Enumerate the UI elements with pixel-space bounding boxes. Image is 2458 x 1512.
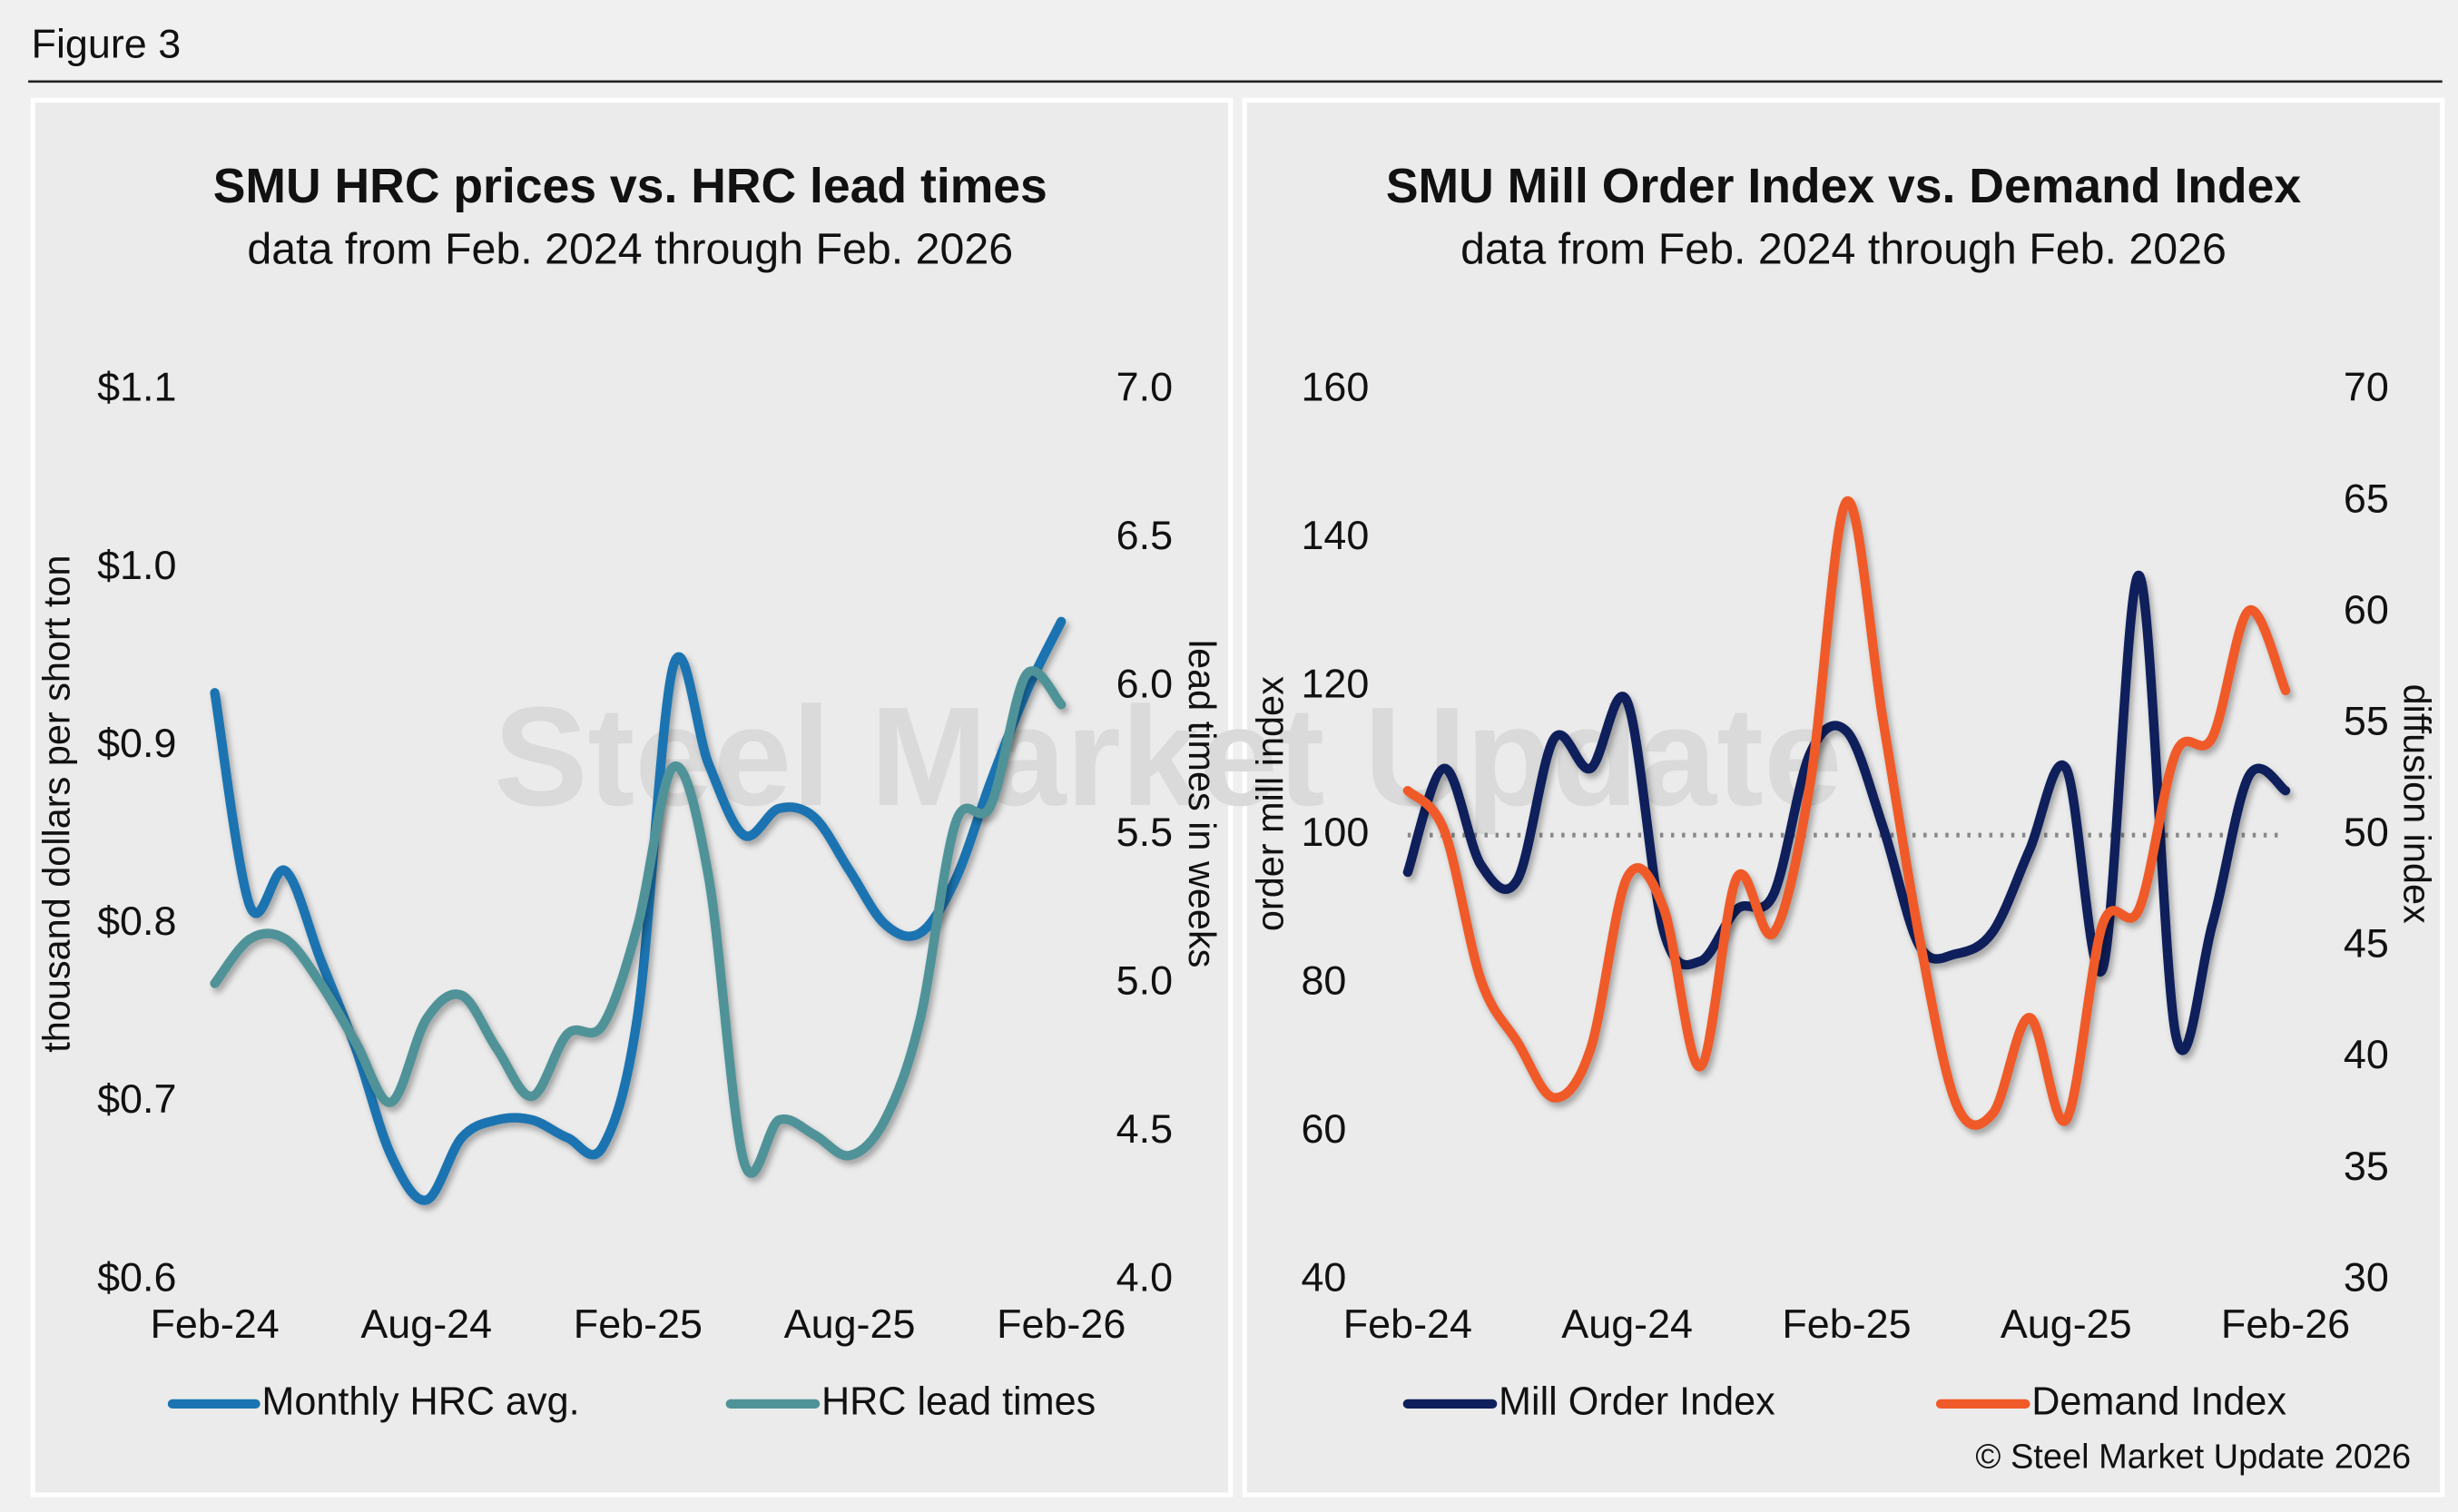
x-tick-label: Feb-26 (2221, 1301, 2350, 1347)
y2-tick-label: 7.0 (1116, 364, 1173, 410)
y-tick-label: $0.9 (97, 720, 176, 766)
y2-tick-label: 70 (2344, 364, 2389, 410)
y-tick-label: $0.8 (97, 898, 176, 944)
legend-label: Monthly HRC avg. (261, 1379, 579, 1423)
copyright: © Steel Market Update 2026 (1975, 1438, 2411, 1476)
y2-tick-label: 55 (2344, 697, 2389, 743)
y2-axis-title: lead times in weeks (1181, 640, 1224, 968)
y-axis-title: thousand dollars per short ton (35, 555, 78, 1053)
y-tick-label: 40 (1301, 1253, 1346, 1300)
y-tick-label: $1.0 (97, 542, 176, 588)
legend-label: HRC lead times (821, 1379, 1096, 1423)
x-tick-label: Feb-26 (997, 1301, 1126, 1347)
chart-subtitle: data from Feb. 2024 through Feb. 2026 (1460, 225, 2227, 274)
y2-tick-label: 40 (2344, 1031, 2389, 1077)
y2-tick-label: 60 (2344, 586, 2389, 633)
series-line (1402, 496, 2291, 1130)
y2-tick-label: 5.0 (1116, 957, 1173, 1003)
y-tick-label: 140 (1301, 512, 1369, 558)
figure-label: Figure 3 (32, 21, 182, 67)
y2-tick-label: 6.0 (1116, 661, 1173, 707)
y2-tick-label: 45 (2344, 920, 2389, 967)
y2-tick-label: 50 (2344, 809, 2389, 855)
y-axis-title: order mill index (1248, 676, 1291, 931)
x-tick-label: Aug-25 (2001, 1301, 2132, 1347)
x-tick-label: Feb-25 (574, 1301, 703, 1347)
series-line (210, 666, 1067, 1178)
series-line (1402, 570, 2291, 1055)
y-tick-label: 80 (1301, 957, 1346, 1003)
y2-tick-label: 35 (2344, 1143, 2389, 1189)
y2-tick-label: 30 (2344, 1253, 2389, 1300)
y2-tick-label: 4.0 (1116, 1253, 1173, 1300)
y-tick-label: $0.7 (97, 1075, 176, 1122)
y2-tick-label: 4.5 (1116, 1105, 1173, 1152)
x-tick-label: Aug-24 (360, 1301, 492, 1347)
y-tick-label: $0.6 (97, 1253, 176, 1300)
y-tick-label: 100 (1301, 809, 1369, 855)
y2-tick-label: 65 (2344, 475, 2389, 521)
chart-title: SMU Mill Order Index vs. Demand Index (1386, 160, 2302, 213)
y-tick-label: 60 (1301, 1105, 1346, 1152)
legend-label: Demand Index (2031, 1379, 2286, 1423)
chart-title: SMU HRC prices vs. HRC lead times (213, 160, 1047, 213)
x-tick-label: Feb-25 (1782, 1301, 1911, 1347)
legend-label: Mill Order Index (1499, 1379, 1775, 1423)
x-tick-label: Aug-24 (1561, 1301, 1693, 1347)
x-tick-label: Feb-24 (150, 1301, 279, 1347)
y-tick-label: 160 (1301, 364, 1369, 410)
y2-axis-title: diffusion index (2396, 684, 2439, 924)
x-tick-label: Feb-24 (1343, 1301, 1472, 1347)
y-tick-label: 120 (1301, 661, 1369, 707)
y-tick-label: $1.1 (97, 364, 176, 410)
chart-subtitle: data from Feb. 2024 through Feb. 2026 (247, 225, 1013, 274)
x-tick-label: Aug-25 (784, 1301, 916, 1347)
y2-tick-label: 6.5 (1116, 512, 1173, 558)
y2-tick-label: 5.5 (1116, 809, 1173, 855)
series-line (210, 616, 1067, 1205)
